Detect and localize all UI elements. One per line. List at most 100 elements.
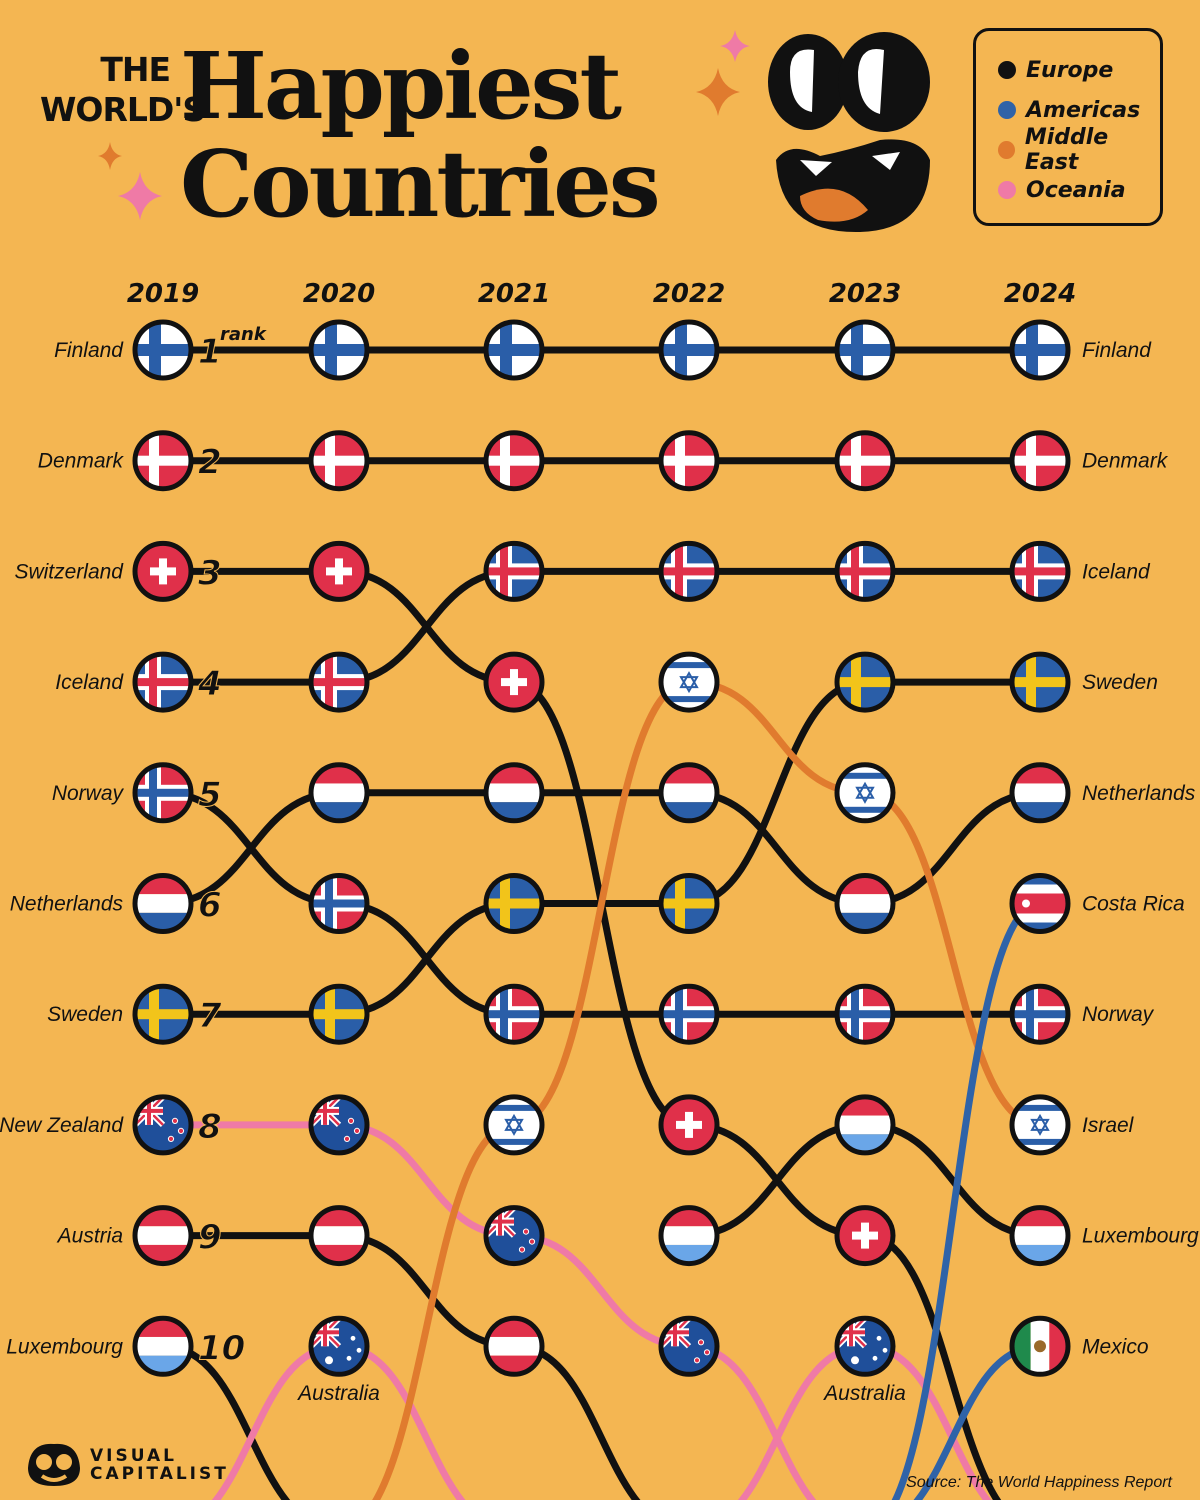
node-australia-2020 <box>308 1315 370 1377</box>
right-label: Luxembourg <box>1082 1225 1199 1248</box>
node-new-zealand-2022 <box>658 1315 720 1377</box>
line-segment-switzerland <box>861 1232 1002 1500</box>
right-label: Israel <box>1082 1114 1135 1137</box>
line-segment-israel <box>861 789 1044 1129</box>
line-segment-luxembourg <box>685 1121 869 1240</box>
node-sweden-2021 <box>483 873 545 934</box>
line-segment-israel <box>685 678 869 797</box>
legend-item-middle-east: Middle East <box>998 125 1160 175</box>
node-israel-2024 <box>1009 1094 1071 1156</box>
legend-label-middle-east: Middle East <box>1024 125 1109 175</box>
node-finland-2020 <box>308 319 370 381</box>
node-netherlands-2020 <box>308 762 370 824</box>
node-luxembourg-2024 <box>1009 1205 1071 1267</box>
legend-dot-middle-east <box>998 141 1015 159</box>
logo-text-capitalist: CAPITALIST <box>90 1464 229 1484</box>
right-label: Denmark <box>1082 450 1169 473</box>
line-segment-israel <box>372 1121 518 1500</box>
line-segment-netherlands <box>861 789 1044 907</box>
year-label-2022: 2022 <box>653 279 725 309</box>
year-label-2021: 2021 <box>478 279 550 309</box>
node-new-zealand-2021 <box>483 1205 545 1267</box>
rank-number: 3 <box>198 553 222 593</box>
visual-capitalist-logo-icon <box>28 1443 80 1486</box>
legend-label-oceania: Oceania <box>1026 177 1126 203</box>
node-australia-2023 <box>834 1315 896 1377</box>
node-sweden-2020 <box>308 983 370 1045</box>
node-new-zealand-2019 <box>132 1094 194 1156</box>
rank-number: 8 <box>198 1107 222 1147</box>
node-denmark-2024 <box>1009 430 1071 492</box>
legend-item-europe: Europe <box>998 55 1113 85</box>
node-norway-2022 <box>658 983 720 1045</box>
left-label: Switzerland <box>14 560 124 583</box>
rank-label: rank <box>220 324 267 345</box>
node-switzerland-2019 <box>132 540 194 602</box>
line-segment-mexico <box>913 1342 1044 1500</box>
node-switzerland-2023 <box>834 1205 896 1267</box>
node-denmark-2020 <box>308 430 370 492</box>
logo-text-visual: VISUAL <box>90 1446 177 1466</box>
rank-number: 2 <box>198 443 222 483</box>
line-segment-israel <box>510 678 693 1129</box>
node-sweden-2023 <box>834 651 896 713</box>
node-denmark-2022 <box>658 430 720 492</box>
rank-number: 9 <box>198 1218 222 1258</box>
node-norway-2023 <box>834 983 896 1045</box>
node-switzerland-2020 <box>308 540 370 602</box>
line-segment-austria <box>510 1342 641 1500</box>
right-label: Costa Rica <box>1082 893 1185 916</box>
legend: Europe Americas Middle East Oceania <box>973 28 1163 226</box>
legend-dot-europe <box>998 61 1016 79</box>
node-sweden-2024 <box>1009 651 1071 713</box>
rank-number: 10 <box>198 1328 245 1368</box>
right-label: Netherlands <box>1082 782 1196 805</box>
rank-number: 7 <box>198 996 222 1036</box>
node-iceland-2019 <box>132 651 194 713</box>
node-finland-2024 <box>1009 319 1071 381</box>
year-label-2024: 2024 <box>1004 279 1076 309</box>
node-austria-2021 <box>483 1315 545 1377</box>
node-iceland-2021 <box>483 540 545 602</box>
left-label: Iceland <box>55 671 124 694</box>
line-segment-netherlands <box>159 789 343 907</box>
smiley-face-icon <box>768 32 930 233</box>
decorations <box>98 30 930 233</box>
legend-label-europe: Europe <box>1026 57 1114 83</box>
extra-label: Australia <box>822 1382 906 1405</box>
sparkle-icon <box>720 30 750 62</box>
line-segment-sweden <box>685 678 869 907</box>
node-iceland-2020 <box>308 651 370 713</box>
legend-item-americas: Americas <box>998 95 1140 125</box>
node-denmark-2023 <box>834 430 896 492</box>
left-label: Luxembourg <box>6 1335 123 1358</box>
node-switzerland-2021 <box>483 651 545 713</box>
node-denmark-2021 <box>483 430 545 492</box>
right-label: Iceland <box>1082 560 1151 583</box>
node-finland-2021 <box>483 319 545 381</box>
left-label: Austria <box>56 1225 123 1248</box>
node-israel-2023 <box>834 762 896 824</box>
left-label: Sweden <box>47 1003 123 1026</box>
node-sweden-2022 <box>658 873 720 934</box>
node-costa-rica-2024 <box>1009 873 1071 934</box>
left-label: New Zealand <box>0 1114 124 1137</box>
line-segment-sweden <box>335 900 518 1018</box>
node-iceland-2023 <box>834 540 896 602</box>
node-netherlands-2019 <box>132 873 194 934</box>
node-netherlands-2024 <box>1009 762 1071 824</box>
node-finland-2019 <box>132 319 194 381</box>
right-label: Norway <box>1082 1003 1155 1026</box>
line-segment-australia <box>737 1342 869 1500</box>
left-label: Finland <box>54 339 124 362</box>
rank-number: 6 <box>198 886 222 926</box>
sparkle-icon <box>118 172 162 220</box>
line-segment-netherlands <box>685 789 869 907</box>
node-austria-2020 <box>308 1205 370 1267</box>
node-finland-2022 <box>658 319 720 381</box>
title-countries: Countries <box>180 130 661 238</box>
node-mexico-2024 <box>1009 1315 1071 1377</box>
line-segment-australia <box>211 1342 343 1500</box>
line-segment-costa-rica <box>891 900 1044 1500</box>
